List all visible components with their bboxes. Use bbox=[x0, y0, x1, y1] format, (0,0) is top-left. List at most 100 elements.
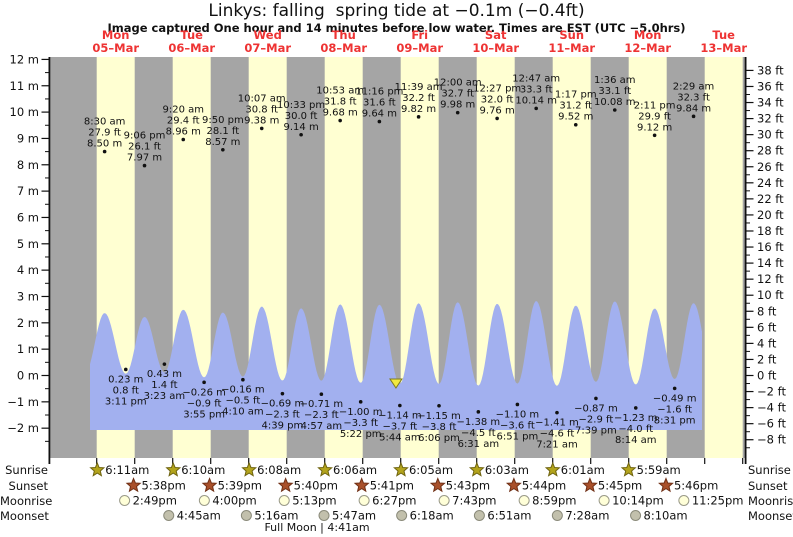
moonset-icon bbox=[318, 510, 330, 521]
moonset-row-label-left: Moonset bbox=[0, 509, 49, 523]
moonrise-icon bbox=[598, 495, 610, 506]
left-axis-minor-tick bbox=[45, 124, 49, 126]
chart-subtitle: Image captured One hour and 14 minutes b… bbox=[107, 21, 686, 35]
left-axis-line bbox=[48, 57, 51, 464]
tide-point bbox=[162, 362, 167, 366]
left-axis-tick bbox=[41, 348, 49, 350]
left-axis-tick bbox=[41, 243, 49, 245]
left-axis-tick bbox=[41, 374, 49, 377]
tide-label: 7:21 am bbox=[536, 440, 578, 451]
tide-label: 33.1 ft bbox=[598, 86, 631, 97]
right-axis-tick bbox=[746, 182, 754, 184]
left-axis-tick bbox=[41, 58, 49, 61]
sunset-time: 5:40pm bbox=[294, 479, 338, 493]
tide-label: 33.3 ft bbox=[520, 84, 553, 95]
right-axis-tick bbox=[746, 246, 754, 248]
sunset-time: 5:38pm bbox=[142, 479, 186, 493]
tide-label: 30.0 ft bbox=[285, 111, 318, 122]
sunrise-time: 6:08am bbox=[257, 463, 301, 477]
moonset-time: 5:16am bbox=[254, 509, 298, 523]
sunset-star-icon bbox=[582, 477, 598, 493]
sunrise-star-icon bbox=[620, 461, 637, 477]
left-axis-tick bbox=[41, 111, 49, 113]
left-axis-tick bbox=[41, 427, 49, 429]
sunrise-time: 6:10am bbox=[181, 463, 225, 477]
moonrise-time: 7:43pm bbox=[452, 494, 496, 508]
tide-point bbox=[142, 163, 147, 168]
bottom-axis-tick bbox=[704, 458, 706, 464]
day-header-name: Mon bbox=[634, 28, 662, 42]
tide-label: 0.23 m bbox=[108, 374, 143, 385]
tide-point bbox=[416, 115, 421, 119]
tide-label: −4.0 ft bbox=[618, 424, 653, 435]
tide-label: 32.7 ft bbox=[441, 89, 474, 100]
right-axis-label: 12 ft bbox=[757, 272, 784, 286]
tide-label: −4.6 ft bbox=[540, 429, 575, 440]
tide-point bbox=[221, 147, 225, 152]
right-axis-minor-tick bbox=[746, 110, 750, 112]
right-axis-label: −8 ft bbox=[757, 433, 786, 447]
right-axis-label: 32 ft bbox=[757, 112, 784, 126]
right-axis-tick bbox=[746, 278, 754, 280]
moonrise-time: 2:49pm bbox=[133, 494, 177, 508]
tide-label: 10:07 am bbox=[238, 93, 286, 104]
left-axis-minor-tick bbox=[45, 335, 49, 337]
day-header-name: Sat bbox=[485, 28, 507, 42]
bottom-axis-tick bbox=[400, 458, 402, 464]
left-axis-label: 5 m bbox=[17, 237, 39, 251]
moonset-icon bbox=[240, 510, 252, 521]
right-axis-minor-tick bbox=[746, 431, 750, 433]
day-header-name: Mon bbox=[102, 28, 130, 42]
sunrise-time: 6:11am bbox=[105, 463, 149, 477]
tide-point bbox=[241, 377, 245, 382]
left-axis-label: 0 m bbox=[17, 369, 39, 383]
tide-label: 31.2 ft bbox=[559, 101, 592, 112]
tide-point bbox=[181, 137, 186, 142]
tide-label: 8.50 m bbox=[87, 139, 122, 150]
left-axis-label: 3 m bbox=[17, 289, 39, 303]
tide-label: 0.8 ft bbox=[113, 385, 139, 396]
tide-label: 29.4 ft bbox=[167, 115, 200, 126]
page-title: Linkys: falling spring tide at −0.1m (−0… bbox=[208, 1, 585, 21]
right-axis-minor-tick bbox=[746, 238, 750, 240]
left-axis-minor-tick bbox=[45, 440, 49, 442]
tide-label: 10:33 pm bbox=[277, 100, 325, 111]
sunrise-star-icon bbox=[544, 461, 561, 477]
right-axis-minor-tick bbox=[746, 222, 750, 224]
tide-label: 9.14 m bbox=[284, 122, 319, 133]
moonset-time: 6:51am bbox=[487, 509, 531, 523]
left-axis-tick bbox=[41, 401, 49, 403]
tide-label: 32.3 ft bbox=[677, 92, 710, 103]
left-axis-tick bbox=[41, 164, 49, 166]
tide-label: 8:30 am bbox=[84, 117, 126, 128]
sunset-star-icon bbox=[658, 477, 674, 493]
tide-label: 9.52 m bbox=[558, 112, 593, 123]
bottom-axis-tick bbox=[628, 458, 630, 464]
triangle-down-marker bbox=[389, 378, 403, 389]
day-header-date: 12–Mar bbox=[624, 41, 671, 55]
left-axis-minor-tick bbox=[45, 282, 49, 284]
bottom-axis-tick bbox=[210, 458, 212, 464]
right-axis-tick bbox=[746, 85, 754, 88]
right-axis-minor-tick bbox=[746, 77, 750, 79]
sunset-star-icon bbox=[201, 477, 218, 493]
tide-label: 26.1 ft bbox=[128, 142, 161, 153]
day-header-date: 06–Mar bbox=[168, 41, 215, 55]
tide-label: 1.4 ft bbox=[151, 380, 177, 391]
sunset-row-label-right: Sunset bbox=[748, 479, 788, 493]
left-axis-label: 6 m bbox=[17, 210, 39, 224]
right-axis-minor-tick bbox=[746, 318, 750, 320]
tide-label: 4:57 am bbox=[301, 421, 343, 432]
moonset-time: 8:10am bbox=[644, 509, 688, 523]
right-axis-label: 16 ft bbox=[757, 240, 784, 254]
tide-point bbox=[338, 118, 342, 123]
tide-label: 3:23 am bbox=[144, 391, 186, 402]
left-axis-label: 1 m bbox=[17, 342, 39, 356]
left-axis-minor-tick bbox=[45, 361, 49, 363]
right-axis-label: 4 ft bbox=[757, 336, 777, 350]
tide-label: −0.16 m bbox=[221, 385, 265, 396]
moonrise-time: 10:14pm bbox=[612, 494, 664, 508]
right-axis-tick bbox=[746, 166, 754, 168]
tide-label: 0.43 m bbox=[147, 369, 182, 380]
sunrise-time: 5:59am bbox=[637, 463, 681, 477]
